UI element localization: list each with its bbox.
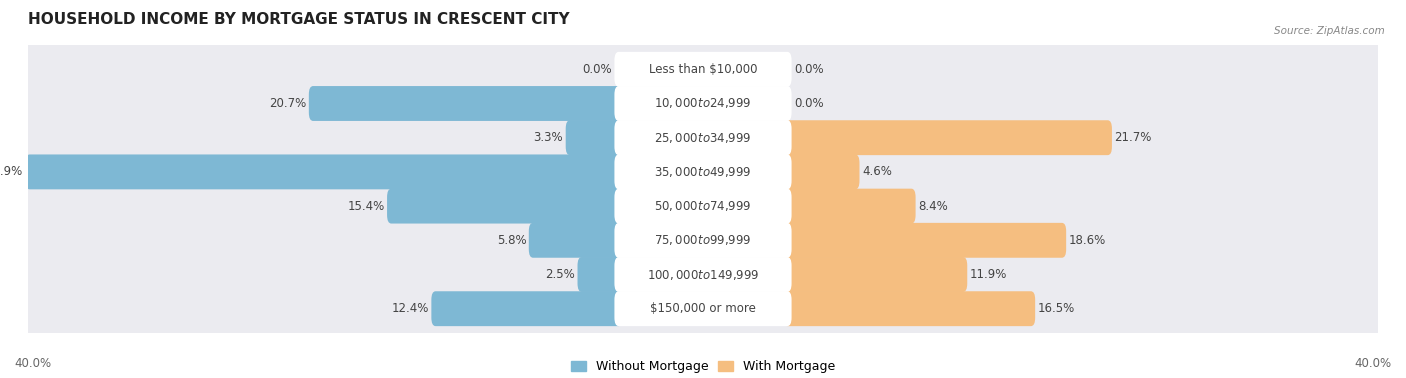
Text: 15.4%: 15.4%	[347, 200, 385, 212]
Text: 18.6%: 18.6%	[1069, 234, 1107, 247]
FancyBboxPatch shape	[783, 223, 1066, 258]
FancyBboxPatch shape	[22, 248, 1384, 301]
FancyBboxPatch shape	[22, 112, 1384, 164]
Text: 20.7%: 20.7%	[269, 97, 307, 110]
FancyBboxPatch shape	[614, 257, 792, 292]
Text: Source: ZipAtlas.com: Source: ZipAtlas.com	[1274, 26, 1385, 36]
Text: $25,000 to $34,999: $25,000 to $34,999	[654, 131, 752, 145]
FancyBboxPatch shape	[614, 189, 792, 223]
FancyBboxPatch shape	[783, 120, 1112, 155]
Text: $50,000 to $74,999: $50,000 to $74,999	[654, 199, 752, 213]
FancyBboxPatch shape	[783, 257, 967, 292]
FancyBboxPatch shape	[22, 146, 1384, 198]
Text: 21.7%: 21.7%	[1115, 131, 1152, 144]
Text: 4.6%: 4.6%	[862, 166, 891, 178]
Text: Less than $10,000: Less than $10,000	[648, 63, 758, 76]
FancyBboxPatch shape	[614, 120, 792, 155]
FancyBboxPatch shape	[22, 43, 1384, 95]
Text: 39.9%: 39.9%	[0, 166, 22, 178]
Text: 16.5%: 16.5%	[1038, 302, 1076, 315]
Text: $100,000 to $149,999: $100,000 to $149,999	[647, 268, 759, 282]
FancyBboxPatch shape	[614, 52, 792, 87]
Text: 11.9%: 11.9%	[970, 268, 1007, 281]
FancyBboxPatch shape	[565, 120, 623, 155]
Text: 0.0%: 0.0%	[582, 63, 612, 76]
Text: 3.3%: 3.3%	[533, 131, 564, 144]
FancyBboxPatch shape	[432, 291, 623, 326]
Text: $75,000 to $99,999: $75,000 to $99,999	[654, 233, 752, 247]
FancyBboxPatch shape	[22, 214, 1384, 266]
FancyBboxPatch shape	[578, 257, 623, 292]
FancyBboxPatch shape	[22, 180, 1384, 232]
Text: 8.4%: 8.4%	[918, 200, 948, 212]
FancyBboxPatch shape	[309, 86, 623, 121]
Text: 40.0%: 40.0%	[1355, 358, 1392, 370]
FancyBboxPatch shape	[387, 189, 623, 223]
FancyBboxPatch shape	[614, 86, 792, 121]
Text: 12.4%: 12.4%	[391, 302, 429, 315]
Text: $10,000 to $24,999: $10,000 to $24,999	[654, 96, 752, 110]
FancyBboxPatch shape	[783, 155, 859, 189]
Text: HOUSEHOLD INCOME BY MORTGAGE STATUS IN CRESCENT CITY: HOUSEHOLD INCOME BY MORTGAGE STATUS IN C…	[28, 12, 569, 26]
Text: 2.5%: 2.5%	[546, 268, 575, 281]
Text: 5.8%: 5.8%	[496, 234, 526, 247]
FancyBboxPatch shape	[25, 155, 623, 189]
Text: $35,000 to $49,999: $35,000 to $49,999	[654, 165, 752, 179]
FancyBboxPatch shape	[22, 77, 1384, 130]
FancyBboxPatch shape	[783, 189, 915, 223]
Text: 0.0%: 0.0%	[794, 63, 824, 76]
Text: 40.0%: 40.0%	[14, 358, 51, 370]
FancyBboxPatch shape	[783, 291, 1035, 326]
Legend: Without Mortgage, With Mortgage: Without Mortgage, With Mortgage	[565, 355, 841, 378]
FancyBboxPatch shape	[614, 223, 792, 258]
Text: $150,000 or more: $150,000 or more	[650, 302, 756, 315]
FancyBboxPatch shape	[529, 223, 623, 258]
FancyBboxPatch shape	[22, 283, 1384, 335]
FancyBboxPatch shape	[614, 291, 792, 326]
Text: 0.0%: 0.0%	[794, 97, 824, 110]
FancyBboxPatch shape	[614, 155, 792, 189]
